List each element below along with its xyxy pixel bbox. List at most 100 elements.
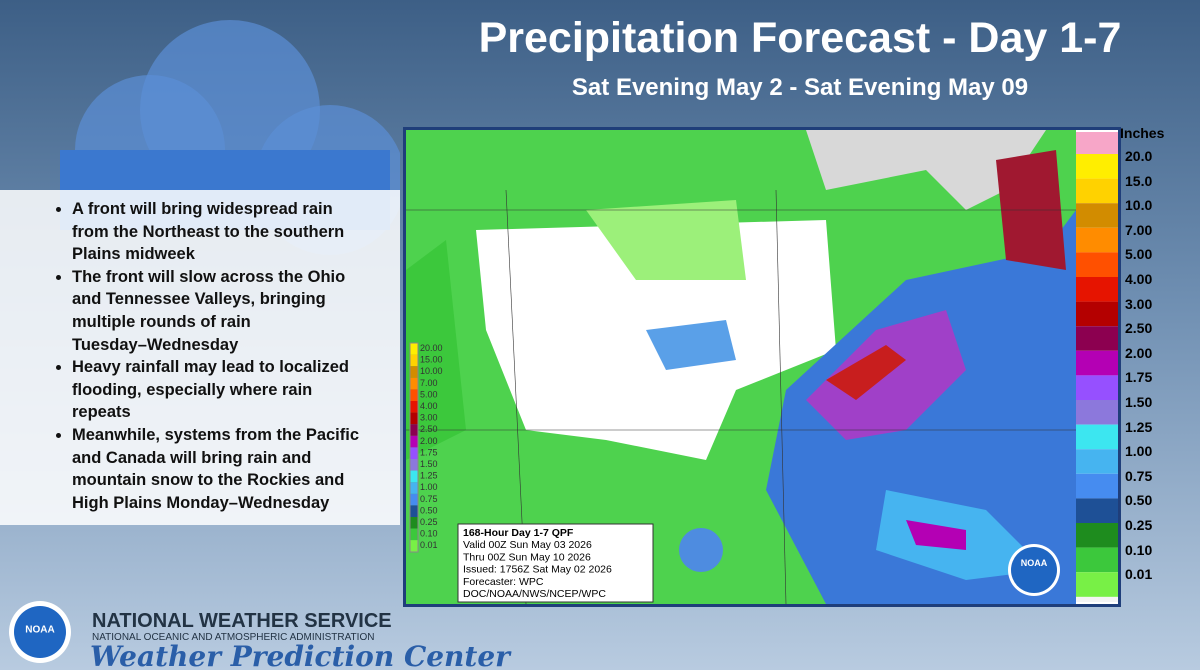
legend-swatch (1076, 449, 1118, 474)
legend-title: Inches (1120, 125, 1165, 141)
legend-swatch (1076, 498, 1118, 523)
bullet-line: The front will slow across the Ohio (72, 267, 346, 286)
legend-label: 1.50 (1125, 394, 1153, 410)
info-line: Issued: 1756Z Sat May 02 2026 (463, 564, 612, 576)
inset-swatch (410, 459, 418, 471)
inset-label: 1.25 (420, 471, 438, 481)
inset-swatch (410, 435, 418, 448)
inset-label: 0.75 (420, 494, 438, 504)
legend-label: 20.0 (1125, 148, 1153, 164)
legend-label: 3.00 (1125, 295, 1153, 312)
inset-swatch (410, 493, 418, 506)
legend-swatch (1076, 203, 1118, 228)
inset-label: 0.25 (420, 517, 438, 527)
inset-label: 15.00 (420, 355, 443, 365)
subtitle: Sat Evening May 2 - Sat Evening May 09 (571, 74, 1029, 101)
legend-label: 0.50 (1125, 492, 1153, 509)
bullet-line: Meanwhile, systems from the Pacific (72, 425, 360, 444)
bullet-line: Tuesday–Wednesday (72, 335, 239, 354)
legend-label: 7.00 (1125, 221, 1153, 238)
legend-label: 0.10 (1125, 541, 1153, 558)
info-line: Valid 00Z Sun May 03 2026 (463, 539, 592, 551)
inset-swatch (410, 412, 418, 425)
legend-swatch (1076, 326, 1118, 351)
legend-swatch (1076, 154, 1118, 179)
bullet-line: from the Northeast to the southern (72, 222, 345, 241)
inset-swatch (410, 377, 418, 390)
inset-label: 0.10 (420, 529, 438, 539)
map-frame: 20.00 15.00 10.00 7.00 5.00 4.00 3.00 2.50 2.00 1… (403, 127, 1121, 607)
legend-label: 0.75 (1125, 467, 1153, 484)
bullet-line: High Plains Monday–Wednesday (72, 493, 330, 512)
map-logo-text: NOAA (1021, 558, 1048, 568)
inset-label: 20.00 (420, 343, 443, 353)
info-line: Thru 00Z Sun May 10 2026 (463, 551, 591, 563)
center-name: Weather Prediction Center (90, 640, 510, 670)
legend-swatch (1076, 523, 1118, 548)
inset-label: 7.00 (420, 378, 438, 388)
map: 20.0015.0010.007.005.004.003.002.502.001… (406, 130, 1118, 605)
inset-label: 10.00 (420, 366, 443, 376)
inset-label: 1.50 (420, 459, 438, 469)
legend-swatch (1076, 400, 1118, 425)
inset-label: 3.00 (420, 413, 438, 423)
inset-label: 0.01 (420, 540, 438, 550)
inset-label: 2.50 (420, 424, 438, 434)
inset-label: 1.75 (420, 447, 438, 457)
legend-swatch (1076, 473, 1118, 499)
bullet: Heavy rainfall may lead to localized floo… (72, 356, 400, 424)
inset-swatch (410, 424, 418, 436)
agency-name: NATIONAL WEATHER SERVICE (92, 610, 392, 632)
legend-swatch (1076, 178, 1118, 204)
bullet: Meanwhile, systems from the Pacific and C… (72, 424, 400, 514)
inset-swatch (410, 401, 418, 413)
bullet-line: Heavy rainfall may lead to localized (72, 358, 349, 377)
info-line: DOC/NOAA/NWS/NCEP/WPC (463, 588, 606, 600)
inset-swatch (410, 366, 418, 378)
legend-label: 1.75 (1125, 369, 1153, 386)
inset-swatch (410, 354, 418, 367)
bullet-line: and Tennessee Valleys, bringing (72, 290, 326, 309)
legend-swatch (1076, 572, 1118, 597)
parent-agency: NATIONAL OCEANIC AND ATMOSPHERIC ADMINIS… (92, 632, 375, 643)
inset-label: 0.50 (420, 505, 438, 515)
noaa-logo: NOAA (9, 601, 71, 663)
legend-label: 5.00 (1125, 246, 1153, 263)
bullet-line: A front will bring widespread rain (72, 200, 333, 218)
bullet-line: multiple rounds of rain (72, 312, 251, 331)
inset-swatch (410, 389, 418, 401)
legend-label: 0.01 (1125, 566, 1153, 583)
legend-swatch (1076, 350, 1118, 376)
inset-swatch (410, 343, 418, 355)
legend-swatch (1076, 252, 1118, 277)
inset-frame (409, 342, 419, 553)
legend-swatch (1076, 375, 1118, 400)
legend-swatch (1076, 301, 1118, 327)
legend-label: 10.0 (1125, 197, 1153, 214)
legend-label: 2.00 (1125, 344, 1153, 361)
bullet-list: A front will bring widespread rain from t… (0, 198, 400, 514)
inset-swatch (410, 517, 418, 529)
legend-swatch (1076, 547, 1118, 573)
bullet-line: Plains midweek (72, 245, 195, 264)
info-line: 168-Hour Day 1-7 QPF (463, 527, 574, 539)
legend-label: 15.0 (1125, 172, 1153, 189)
bullet-line: mountain snow to the Rockies and (72, 471, 345, 490)
bullet: A front will bring widespread rain from t… (72, 198, 400, 266)
bullet: The front will slow across the Ohio and T… (72, 266, 400, 356)
inset-label: 2.00 (420, 436, 438, 446)
legend-label: 0.25 (1125, 517, 1153, 533)
bullet-panel: A front will bring widespread rain from t… (0, 190, 400, 525)
legend-label: 4.00 (1125, 271, 1153, 287)
legend-swatch (1076, 227, 1118, 253)
inset-label: 5.00 (420, 389, 438, 399)
legend-label: 1.25 (1125, 418, 1153, 435)
inset-label: 1.00 (420, 482, 438, 492)
bullet-line: repeats (72, 403, 131, 422)
inset-swatch (410, 540, 418, 552)
inset-swatch (410, 447, 418, 459)
legend-swatch (1076, 277, 1118, 302)
bullet-line: flooding, especially where rain (72, 380, 313, 399)
inset-swatch (410, 482, 418, 494)
